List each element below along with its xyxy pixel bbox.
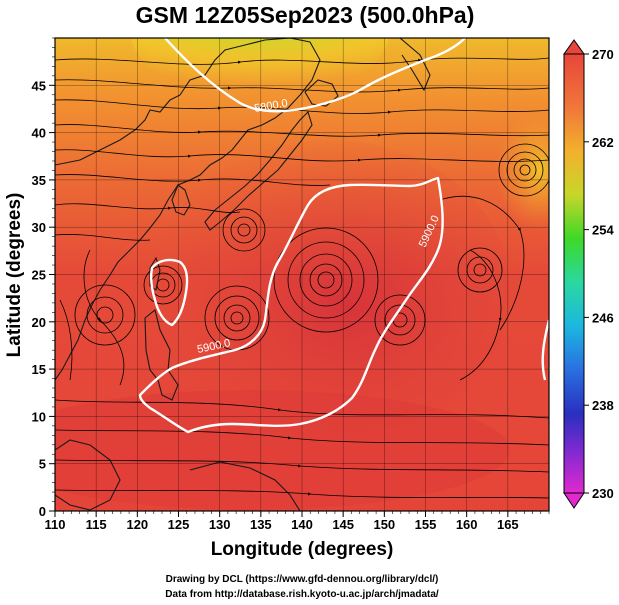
colorbar-gradient bbox=[563, 53, 585, 494]
green-high-region bbox=[130, 38, 390, 100]
y-tick-label: 20 bbox=[32, 315, 46, 330]
x-tick-label: 160 bbox=[456, 517, 478, 532]
x-tick-label: 125 bbox=[168, 517, 190, 532]
streamline bbox=[55, 429, 549, 446]
y-tick-label: 25 bbox=[32, 268, 46, 283]
streamline bbox=[55, 124, 549, 137]
chart-title: GSM 12Z05Sep2023 (500.0hPa) bbox=[136, 2, 475, 28]
y-tick-label: 40 bbox=[32, 126, 46, 141]
colorbar-tick-label: 262 bbox=[592, 135, 614, 150]
streamlines bbox=[55, 57, 549, 499]
streamline bbox=[55, 149, 549, 162]
y-tick-label: 15 bbox=[32, 362, 46, 377]
coastline-korea bbox=[171, 184, 191, 216]
y-tick-label: 30 bbox=[32, 220, 46, 235]
streamline bbox=[439, 195, 525, 331]
yellow-region bbox=[495, 110, 549, 230]
credit-drawing: Drawing by DCL (https://www.gfd-dennou.o… bbox=[166, 574, 439, 585]
y-tick-label: 0 bbox=[39, 504, 46, 519]
coastline-asia bbox=[55, 38, 321, 381]
colorbar-tick-label: 270 bbox=[592, 47, 614, 62]
coastline-hokkaido bbox=[304, 79, 339, 107]
contour-label-5800: 5800.0 bbox=[253, 97, 288, 115]
colorbar-top-cap bbox=[563, 39, 585, 55]
colorbar: 270 262 254 246 238 230 bbox=[563, 39, 614, 509]
y-axis: 0 5 10 15 20 25 30 35 40 45 bbox=[32, 37, 55, 519]
plot-area: 5800.0 5900.0 5900.0 bbox=[55, 38, 549, 511]
contour-5900-island bbox=[150, 258, 189, 327]
coastline-philippines bbox=[144, 309, 179, 401]
colorbar-tick-label: 230 bbox=[592, 486, 614, 501]
streamline bbox=[83, 249, 125, 386]
x-tick-label: 130 bbox=[209, 517, 231, 532]
streamline bbox=[55, 174, 331, 186]
warm-core-region bbox=[150, 140, 510, 440]
vortex bbox=[222, 208, 266, 252]
streamline bbox=[55, 234, 151, 241]
contour-5900-east bbox=[541, 319, 549, 381]
x-tick-label: 115 bbox=[86, 517, 107, 532]
streamline bbox=[55, 489, 549, 499]
x-tick-label: 140 bbox=[291, 517, 313, 532]
streamline bbox=[55, 459, 549, 473]
contour-5800 bbox=[164, 38, 466, 113]
coastline-kamchatka bbox=[399, 38, 431, 92]
x-tick-label: 165 bbox=[497, 517, 519, 532]
colorbar-ticks: 270 262 254 246 238 230 bbox=[584, 47, 614, 501]
x-tick-label: 110 bbox=[45, 517, 66, 532]
colorbar-tick-label: 254 bbox=[592, 223, 614, 238]
coastline-borneo bbox=[55, 439, 121, 511]
colorbar-tick-label: 238 bbox=[592, 398, 614, 413]
contour-5900-main bbox=[138, 176, 444, 434]
x-axis: 110 115 120 125 130 135 140 145 150 155 160 165 bbox=[45, 511, 550, 532]
streamline bbox=[55, 203, 241, 213]
coastline-taiwan bbox=[149, 256, 161, 291]
x-tick-label: 150 bbox=[373, 517, 395, 532]
x-tick-label: 135 bbox=[250, 517, 272, 532]
tropical-band bbox=[55, 390, 510, 510]
colorbar-tick-label: 246 bbox=[592, 310, 614, 325]
coastline-japan bbox=[204, 110, 313, 231]
coastlines bbox=[55, 38, 431, 511]
vortex bbox=[74, 284, 136, 346]
y-axis-label: Latitude (degrees) bbox=[4, 193, 25, 358]
coastline-newguinea bbox=[189, 461, 301, 511]
streamline bbox=[55, 79, 549, 93]
vortex bbox=[457, 247, 503, 293]
vortex bbox=[498, 143, 549, 197]
y-tick-label: 35 bbox=[32, 173, 46, 188]
x-tick-label: 155 bbox=[415, 517, 437, 532]
y-tick-label: 5 bbox=[39, 457, 46, 472]
colorbar-bottom-cap bbox=[563, 492, 585, 509]
x-axis-label: Longitude (degrees) bbox=[211, 539, 394, 560]
credit-data: Data from http://database.rish.kyoto-u.a… bbox=[165, 589, 439, 600]
latitude-gridlines bbox=[55, 85, 549, 464]
streamline bbox=[55, 99, 549, 114]
contours bbox=[138, 38, 549, 434]
y-tick-label: 10 bbox=[32, 409, 46, 424]
vortices bbox=[74, 143, 549, 351]
streamline bbox=[55, 399, 549, 419]
vortex bbox=[273, 227, 379, 333]
y-tick-label: 45 bbox=[32, 78, 46, 93]
streamline bbox=[55, 57, 549, 65]
x-tick-label: 120 bbox=[126, 517, 148, 532]
x-tick-label: 145 bbox=[332, 517, 354, 532]
streamline bbox=[59, 299, 73, 381]
streamline bbox=[459, 249, 502, 381]
